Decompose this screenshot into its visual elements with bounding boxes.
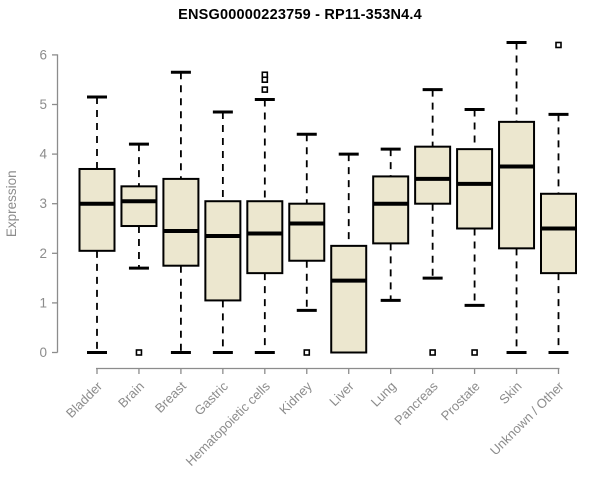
- x-category-label-prostate: Prostate: [438, 379, 483, 424]
- box-unknown-other: [540, 192, 577, 275]
- y-axis-title: Expression: [4, 170, 19, 237]
- x-category-label-bladder: Bladder: [63, 378, 106, 421]
- outlier-pancreas: [429, 349, 436, 356]
- box-brain: [120, 185, 158, 228]
- x-category-label-lung: Lung: [368, 379, 399, 410]
- box-lung: [372, 175, 410, 245]
- outlier-unknown-other: [555, 41, 562, 49]
- box-gastric: [204, 200, 242, 302]
- chart-title: ENSG00000223759 - RP11-353N4.4: [178, 7, 422, 23]
- y-tick-label: 3: [39, 196, 47, 211]
- box-prostate: [456, 148, 494, 230]
- y-tick-label: 2: [39, 246, 47, 261]
- outlier-brain: [135, 349, 143, 356]
- outlier-kidney: [303, 349, 311, 356]
- box-breast: [162, 177, 200, 267]
- x-category-label-liver: Liver: [326, 378, 357, 409]
- x-category-label-brain: Brain: [115, 379, 147, 411]
- x-category-label-kidney: Kidney: [276, 378, 315, 417]
- box-skin: [498, 120, 536, 250]
- outlier-prostate: [471, 349, 478, 356]
- x-category-label-skin: Skin: [496, 379, 524, 407]
- y-tick-label: 5: [39, 97, 47, 112]
- y-tick-label: 0: [39, 345, 47, 360]
- y-tick-label: 4: [39, 147, 47, 162]
- x-category-label-unknown-other: Unknown / Other: [487, 378, 567, 458]
- outlier-hematopoietic-cells: [261, 86, 269, 93]
- x-category-label-pancreas: Pancreas: [391, 378, 441, 428]
- box-pancreas: [414, 145, 452, 205]
- box-bladder: [78, 167, 116, 252]
- outlier-hematopoietic-cells: [261, 71, 269, 79]
- y-tick-label: 6: [39, 47, 47, 62]
- box-hematopoietic-cells: [246, 200, 284, 275]
- box-liver: [330, 244, 368, 354]
- x-category-label-breast: Breast: [152, 378, 189, 415]
- y-tick-label: 1: [39, 295, 47, 310]
- box-kidney: [288, 202, 326, 262]
- x-category-label-gastric: Gastric: [191, 378, 231, 418]
